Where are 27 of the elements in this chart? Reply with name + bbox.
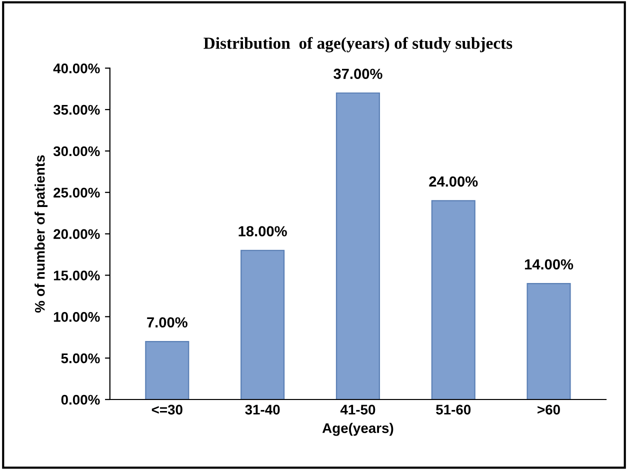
- data-label: 18.00%: [238, 226, 287, 236]
- x-axis-title: Age(years): [322, 422, 394, 436]
- y-tick-label: 30.00%: [53, 146, 100, 156]
- y-tick-label: 15.00%: [54, 270, 100, 280]
- x-tick-label: 31-40: [245, 404, 280, 415]
- x-tick-label: >60: [538, 404, 560, 415]
- y-tick-label: 5.00%: [61, 353, 100, 364]
- bar: [526, 282, 571, 400]
- data-label: 7.00%: [147, 317, 188, 328]
- x-tick-label: <=30: [152, 404, 182, 415]
- y-tick-label: 25.00%: [54, 188, 100, 198]
- chart-title: Distribution of age(years) of study subjects: [204, 36, 512, 52]
- y-tick-label: 20.00%: [54, 229, 100, 239]
- x-tick-label: 51-60: [436, 404, 471, 415]
- y-tick-label: 0.00%: [61, 394, 100, 405]
- y-tick-label: 10.00%: [54, 312, 100, 322]
- x-tick-label: 41-50: [340, 404, 376, 415]
- bar: [145, 340, 190, 400]
- data-label: 24.00%: [429, 176, 478, 187]
- y-tick-label: 40.00%: [53, 63, 100, 74]
- y-tick-label: 35.00%: [53, 104, 100, 115]
- y-axis-title: % of number of patients: [34, 155, 48, 313]
- data-label: 37.00%: [334, 68, 382, 80]
- bar: [431, 200, 476, 400]
- data-label: 14.00%: [524, 259, 574, 270]
- bar: [240, 250, 285, 400]
- bar: [336, 92, 380, 400]
